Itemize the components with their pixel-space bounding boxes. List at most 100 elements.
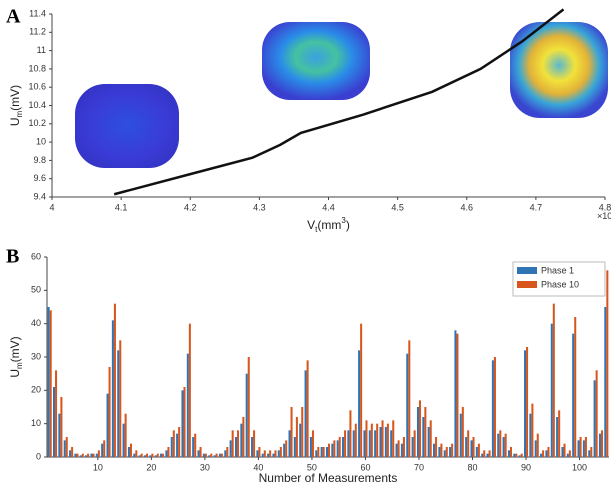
bar — [71, 447, 74, 457]
label-text: (mV) — [8, 336, 22, 362]
axis-label: Number of Measurements — [259, 471, 398, 485]
bar — [470, 440, 473, 457]
y-tick-label: 20 — [31, 385, 41, 395]
bar — [418, 400, 422, 457]
bar — [261, 453, 264, 457]
x-tick-label: 4.3 — [253, 202, 266, 212]
bar — [515, 453, 518, 457]
bar — [368, 430, 371, 457]
bar — [172, 430, 175, 457]
bar — [140, 453, 143, 457]
x-tick-label: 4 — [49, 202, 54, 212]
bar — [520, 453, 523, 457]
y-tick-label: 40 — [31, 318, 41, 328]
bar — [65, 437, 68, 457]
bar — [58, 413, 61, 457]
bar — [242, 417, 245, 457]
bar — [451, 443, 454, 457]
bar — [135, 450, 138, 457]
bar — [108, 367, 111, 457]
bar — [342, 437, 345, 457]
y-tick-label: 10.2 — [28, 118, 46, 128]
bar — [360, 323, 363, 457]
bar — [277, 450, 280, 457]
label-subscript: t — [315, 225, 318, 234]
bar — [424, 407, 427, 457]
bar — [49, 310, 52, 457]
bar — [290, 407, 293, 457]
bar — [309, 437, 312, 457]
bar — [272, 453, 275, 457]
bar — [178, 427, 181, 457]
bar — [69, 450, 72, 457]
bar — [561, 447, 564, 457]
bar — [481, 453, 484, 457]
bar — [299, 423, 302, 457]
bar — [194, 433, 197, 457]
bar — [347, 430, 350, 457]
bar — [76, 453, 79, 457]
bar — [400, 443, 403, 457]
y-tick-label: 10 — [36, 136, 46, 146]
bar — [317, 447, 320, 457]
bar — [558, 410, 561, 457]
bar — [352, 430, 355, 457]
bar — [526, 347, 529, 457]
legend-swatch — [517, 267, 537, 274]
eit-image — [262, 22, 370, 100]
y-tick-label: 10 — [31, 418, 41, 428]
bar — [47, 307, 50, 457]
x-tick-label: 20 — [146, 462, 156, 472]
bar — [95, 453, 98, 457]
bar — [497, 433, 500, 457]
bar — [320, 447, 323, 457]
bar — [97, 450, 100, 457]
bar — [542, 450, 545, 457]
bar — [550, 323, 553, 457]
panel-label: A — [6, 6, 21, 28]
bar — [129, 443, 132, 457]
axis-label: Um(mV) — [8, 85, 24, 126]
bar — [338, 437, 341, 457]
label-text: V — [307, 218, 315, 232]
y-tick-label: 50 — [31, 285, 41, 295]
bar — [160, 453, 163, 457]
y-tick-label: 11.2 — [29, 27, 46, 37]
bar — [234, 437, 238, 457]
bar — [101, 443, 104, 457]
bar — [376, 423, 379, 457]
bar — [379, 427, 382, 457]
bar — [349, 410, 352, 457]
bar — [416, 407, 419, 457]
bar — [365, 420, 368, 457]
bar — [181, 390, 184, 457]
bar — [81, 453, 84, 457]
bar — [406, 353, 409, 457]
label-subscript: m — [15, 111, 24, 118]
bar — [344, 430, 347, 457]
bar — [247, 357, 250, 457]
bar — [413, 430, 416, 457]
y-tick-label: 10.6 — [28, 82, 46, 92]
x-tick-label: 80 — [468, 462, 478, 472]
bar — [433, 443, 436, 457]
bar — [438, 447, 441, 457]
bar — [111, 320, 114, 457]
bar — [288, 430, 291, 457]
bar — [220, 453, 223, 457]
data-line — [113, 8, 565, 196]
bar — [363, 430, 366, 457]
legend-label: Phase 10 — [541, 279, 579, 289]
bar — [92, 453, 95, 457]
bar — [322, 447, 325, 457]
bar — [443, 450, 446, 457]
bar — [213, 455, 216, 457]
bar — [509, 447, 513, 457]
bar — [162, 453, 165, 457]
multiplier-text: ×10 — [597, 211, 611, 221]
label-subscript: m — [15, 362, 24, 369]
bar — [566, 453, 569, 457]
bar — [263, 450, 266, 457]
bar — [226, 447, 229, 457]
bar — [475, 447, 478, 457]
